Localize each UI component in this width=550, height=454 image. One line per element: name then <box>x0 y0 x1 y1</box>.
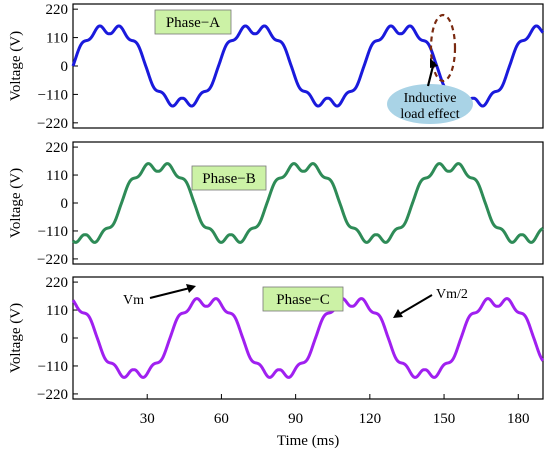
y-tick-label: −220 <box>37 387 68 403</box>
series-line <box>71 162 545 244</box>
plot-frame <box>72 3 544 129</box>
y-tick-label: 220 <box>46 140 69 156</box>
y-tick-label: 110 <box>46 31 68 47</box>
panel-1: 220 110 0 −110 −220 Voltage (V) Phase−A Inducti… <box>8 2 545 132</box>
x-tick-label: 120 <box>359 411 382 427</box>
x-tick-label: 150 <box>433 411 456 427</box>
x-tick-label: 180 <box>507 411 530 427</box>
series-line <box>71 24 545 108</box>
vm-half-label: Vm/2 <box>436 287 468 302</box>
phase-label: Phase−A <box>166 15 220 31</box>
dashed-ellipse <box>429 13 457 83</box>
annotation-text: Inductive <box>404 91 457 106</box>
y-tick-label: 110 <box>46 168 68 184</box>
x-axis-title: Time (ms) <box>277 433 339 449</box>
y-axis-title: Voltage (V) <box>8 31 24 101</box>
vm-half-arrow <box>397 294 433 316</box>
arrow-head <box>430 58 438 68</box>
phase-label-box <box>191 165 267 191</box>
x-tick-label: 60 <box>214 411 229 427</box>
annotation-text-2: load effect <box>400 107 459 122</box>
panel-2: 220 110 0 −110 −220 Voltage (V) Phase−B <box>8 140 545 268</box>
y-tick-label: −220 <box>37 116 68 132</box>
panels: 220 110 0 −110 −220 Voltage (V) Phase−A Inducti… <box>8 2 545 449</box>
y-tick-label: 0 <box>61 196 69 212</box>
phase-label: Phase−B <box>202 171 255 187</box>
y-tick-label: −220 <box>37 252 68 268</box>
y-tick-label: 220 <box>46 275 69 291</box>
series-line <box>71 297 545 379</box>
x-tick-label: 30 <box>140 411 155 427</box>
arrow-head <box>186 284 196 293</box>
vm-label: Vm <box>123 293 144 308</box>
arrow-head <box>393 309 403 318</box>
y-tick-label: 220 <box>46 2 69 18</box>
y-axis-title: Voltage (V) <box>8 303 24 373</box>
vm-arrow <box>149 287 191 299</box>
x-tick-label: 90 <box>288 411 303 427</box>
panel-3: 220 110 0 −110 −220 30 60 90 120 150 180 Voltage (V… <box>8 275 545 449</box>
plot-frame <box>72 141 544 265</box>
y-tick-label: 110 <box>46 303 68 319</box>
phase-label: Phase−C <box>276 292 329 308</box>
phase-label-box <box>262 286 344 312</box>
y-tick-label: −110 <box>38 224 68 240</box>
y-tick-label: 0 <box>61 331 69 347</box>
y-axis-title: Voltage (V) <box>8 168 24 238</box>
y-tick-label: −110 <box>38 359 68 375</box>
phase-label-box <box>154 9 232 35</box>
annotation-bubble <box>387 84 473 124</box>
y-tick-label: −110 <box>38 87 68 103</box>
y-tick-label: 0 <box>61 59 69 75</box>
